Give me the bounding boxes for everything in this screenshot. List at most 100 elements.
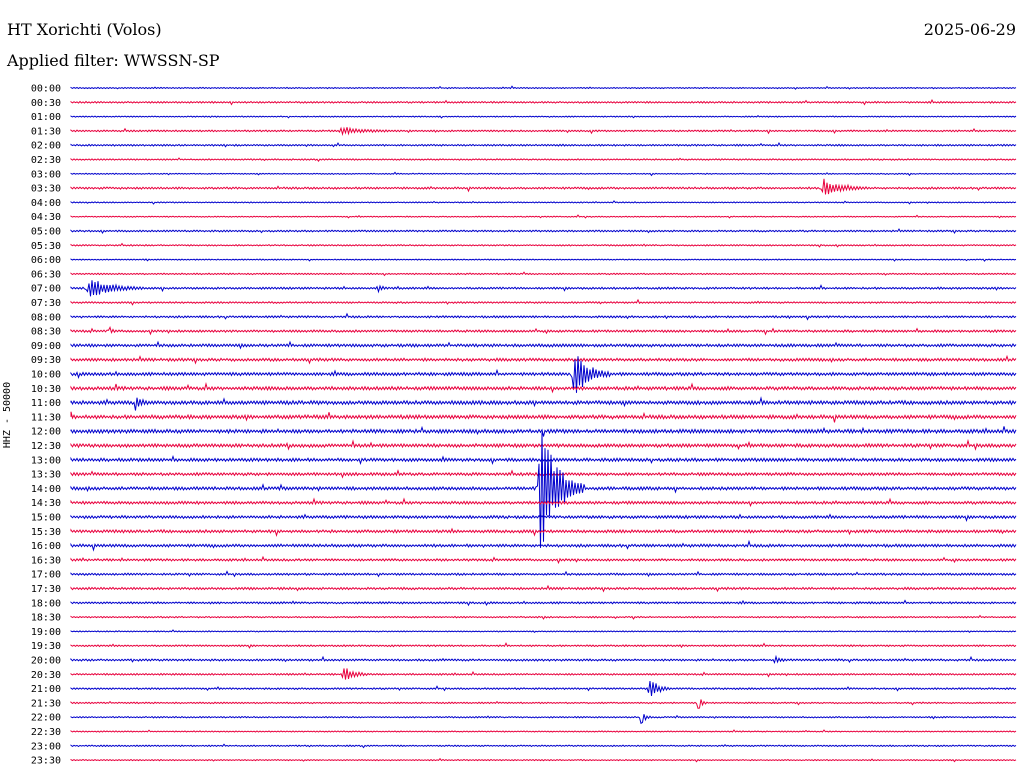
row-time-label: 18:00 <box>31 598 61 609</box>
trace-row-1330 <box>70 469 1017 479</box>
row-time-label: 09:30 <box>31 355 61 366</box>
row-time-label: 00:30 <box>31 98 61 109</box>
row-time-label: 22:30 <box>31 727 61 738</box>
row-time-label: 04:00 <box>31 198 61 209</box>
trace-row-1600 <box>70 539 1017 552</box>
trace-row-2000 <box>70 654 1017 665</box>
row-time-label: 06:30 <box>31 269 61 280</box>
trace-row-1430 <box>70 497 1017 508</box>
row-time-label: 19:00 <box>31 627 61 638</box>
row-time-label: 17:30 <box>31 584 61 595</box>
row-time-label: 06:00 <box>31 255 61 266</box>
row-time-label: 10:30 <box>31 384 61 395</box>
trace-row-0330 <box>70 178 1017 195</box>
trace-row-0500 <box>70 228 1017 235</box>
trace-row-1300 <box>70 454 1017 466</box>
trace-row-1530 <box>70 527 1017 538</box>
row-time-label: 10:00 <box>31 370 61 381</box>
trace-row-1230 <box>70 438 1017 451</box>
trace-row-0030 <box>70 99 1017 106</box>
trace-row-1800 <box>70 599 1017 607</box>
row-time-label: 23:30 <box>31 756 61 767</box>
row-time-label: 22:00 <box>31 713 61 724</box>
trace-row-1630 <box>70 555 1017 565</box>
trace-row-1200 <box>70 425 1017 437</box>
trace-row-1730 <box>70 584 1017 593</box>
trace-row-2230 <box>70 729 1017 733</box>
trace-row-0630 <box>70 271 1017 277</box>
row-time-label: 04:30 <box>31 212 61 223</box>
row-time-label: 13:00 <box>31 455 61 466</box>
row-time-label: 01:30 <box>31 126 61 137</box>
trace-row-0600 <box>70 258 1017 262</box>
row-time-label: 05:00 <box>31 227 61 238</box>
trace-row-1830 <box>70 614 1017 620</box>
trace-row-2030 <box>70 668 1017 680</box>
row-time-label: 23:00 <box>31 741 61 752</box>
row-time-label: 18:30 <box>31 613 61 624</box>
date-label: 2025-06-29 <box>923 20 1016 39</box>
trace-row-0730 <box>70 298 1017 306</box>
trace-row-0830 <box>70 326 1017 336</box>
station-title: HT Xorichti (Volos) <box>7 20 162 39</box>
row-time-label: 15:00 <box>31 513 61 524</box>
trace-row-0000 <box>70 85 1017 90</box>
filter-label: Applied filter: WWSSN-SP <box>7 51 220 70</box>
row-time-label: 13:30 <box>31 470 61 481</box>
trace-row-1900 <box>70 629 1017 633</box>
trace-row-2300 <box>70 743 1017 749</box>
trace-row-2100 <box>70 681 1017 696</box>
row-time-label: 16:00 <box>31 541 61 552</box>
row-time-label: 09:00 <box>31 341 61 352</box>
row-time-label: 16:30 <box>31 555 61 566</box>
row-time-label: 17:00 <box>31 570 61 581</box>
trace-row-1700 <box>70 570 1017 578</box>
row-time-label: 01:00 <box>31 112 61 123</box>
trace-row-1500 <box>70 513 1017 522</box>
row-time-label: 21:00 <box>31 684 61 695</box>
trace-row-0200 <box>70 141 1017 148</box>
trace-row-2330 <box>70 757 1017 763</box>
trace-row-0900 <box>70 340 1017 350</box>
row-time-label: 14:00 <box>31 484 61 495</box>
trace-row-1030 <box>70 381 1017 394</box>
trace-row-1000 <box>70 356 1017 393</box>
trace-row-1930 <box>70 642 1017 649</box>
trace-row-1400 <box>70 432 1017 548</box>
row-time-label: 05:30 <box>31 241 61 252</box>
row-time-label: 00:00 <box>31 84 61 95</box>
trace-row-2200 <box>70 714 1017 725</box>
row-time-label: 15:30 <box>31 527 61 538</box>
trace-row-0930 <box>70 354 1017 365</box>
row-time-label: 03:30 <box>31 184 61 195</box>
row-time-label: 07:30 <box>31 298 61 309</box>
trace-row-0800 <box>70 312 1017 321</box>
row-time-label: 11:30 <box>31 412 61 423</box>
trace-row-1130 <box>70 411 1017 423</box>
row-time-label: 20:00 <box>31 656 61 667</box>
row-time-label: 21:30 <box>31 698 61 709</box>
trace-row-0430 <box>70 214 1017 219</box>
row-time-label: 08:00 <box>31 312 61 323</box>
row-time-label: 11:00 <box>31 398 61 409</box>
trace-row-0130 <box>70 126 1017 137</box>
row-time-label: 12:30 <box>31 441 61 452</box>
trace-row-0530 <box>70 242 1017 248</box>
row-time-label: 07:00 <box>31 284 61 295</box>
row-time-label: 02:00 <box>31 141 61 152</box>
row-time-label: 19:30 <box>31 641 61 652</box>
trace-row-0400 <box>70 200 1017 205</box>
row-time-label: 14:30 <box>31 498 61 509</box>
row-time-label: 03:00 <box>31 169 61 180</box>
row-time-label: 12:00 <box>31 427 61 438</box>
trace-row-0230 <box>70 157 1017 163</box>
trace-row-2130 <box>70 699 1017 709</box>
trace-row-0300 <box>70 171 1017 177</box>
row-time-label: 08:30 <box>31 327 61 338</box>
trace-row-0700 <box>70 280 1017 297</box>
trace-row-1100 <box>70 396 1017 411</box>
row-time-label: 20:30 <box>31 670 61 681</box>
row-time-label: 02:30 <box>31 155 61 166</box>
trace-row-0100 <box>70 115 1017 119</box>
